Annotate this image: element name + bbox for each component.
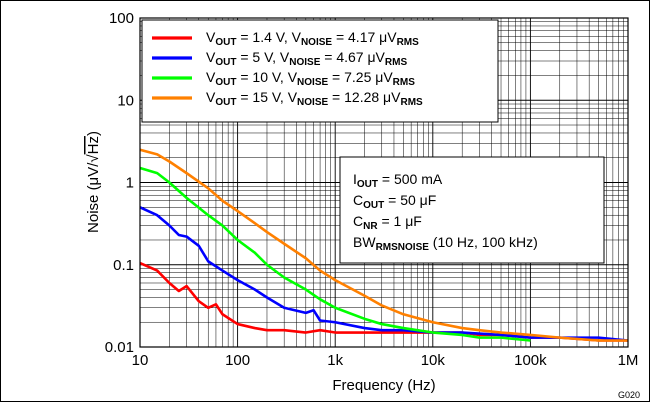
series-line-4	[139, 148, 628, 342]
legend-subscript: OUT	[215, 57, 236, 68]
x-tick-label: 100k	[514, 352, 547, 369]
x-tick-labels: 10 100 1k 10k 100k 1M	[132, 352, 639, 369]
condition-symbol: C	[353, 213, 363, 229]
condition-subscript: NR	[363, 221, 378, 232]
legend-subscript: RMS	[400, 97, 423, 108]
x-tick-label: 10	[132, 352, 149, 369]
condition-value: (10 Hz, 100 kHz)	[429, 234, 538, 250]
series-line-3	[139, 166, 531, 342]
legend-subscript: OUT	[215, 37, 236, 48]
condition-line: COUT = 50 μF	[353, 192, 436, 211]
legend-text: = 7.25 μV	[328, 69, 393, 85]
legend-subscript: RMS	[385, 57, 408, 68]
legend-text: = 4.67 μV	[320, 49, 385, 65]
legend-text: = 12.28 μV	[328, 89, 401, 105]
condition-value: = 1 μF	[378, 213, 422, 229]
condition-subscript: OUT	[357, 179, 378, 190]
y-axis-title-main: Noise (μV/	[85, 162, 102, 233]
x-tick-label: 1k	[327, 352, 343, 369]
series-layer	[139, 148, 629, 342]
x-axis-title: Frequency (Hz)	[332, 377, 435, 394]
condition-symbol: BW	[353, 234, 376, 250]
legend-subscript: RMS	[393, 77, 416, 88]
legend-text: = 5 V, V	[236, 49, 289, 65]
y-axis-title-radical: √	[85, 154, 102, 163]
condition-symbol: I	[353, 171, 357, 187]
legend-text: = 15 V, V	[236, 89, 297, 105]
condition-subscript: RMSNOISE	[376, 242, 430, 253]
y-tick-label: 0.1	[113, 257, 134, 274]
legend-label: VOUT = 1.4 V, VNOISE = 4.17 μVRMS	[206, 29, 419, 48]
plot-area	[139, 17, 629, 348]
condition-value: = 50 μF	[384, 192, 436, 208]
legend-text: V	[206, 49, 216, 65]
legend-label: VOUT = 10 V, VNOISE = 7.25 μVRMS	[206, 69, 415, 88]
y-tick-label: 1	[126, 175, 134, 192]
legend-text: V	[206, 29, 216, 45]
condition-symbol: C	[353, 192, 363, 208]
y-axis-title-radicand: Hz	[85, 136, 102, 154]
legend-subscript: OUT	[215, 77, 236, 88]
legend-text: = 10 V, V	[236, 69, 297, 85]
condition-line: BWRMSNOISE (10 Hz, 100 kHz)	[353, 234, 538, 253]
y-tick-label: 100	[109, 10, 134, 27]
legend-subscript: NOISE	[289, 57, 320, 68]
condition-value: = 500 mA	[378, 171, 443, 187]
legend-box	[141, 19, 499, 123]
legend-subscript: NOISE	[301, 37, 332, 48]
y-axis-title-close: )	[85, 131, 102, 136]
legend-subscript: NOISE	[297, 97, 328, 108]
x-tick-label: 10k	[421, 352, 446, 369]
legend-label: VOUT = 5 V, VNOISE = 4.67 μVRMS	[206, 49, 407, 68]
condition-line: IOUT = 500 mA	[353, 171, 443, 190]
x-tick-label: 100	[225, 352, 250, 369]
legend-subscript: NOISE	[297, 77, 328, 88]
legend-text: = 4.17 μV	[332, 29, 397, 45]
legend-text: V	[206, 89, 216, 105]
y-axis-title: Noise (μV/√Hz)	[85, 131, 102, 233]
x-tick-label: 1M	[618, 352, 639, 369]
condition-subscript: OUT	[363, 200, 384, 211]
legend-label: VOUT = 15 V, VNOISE = 12.28 μVRMS	[206, 89, 423, 108]
series-line-2	[139, 206, 629, 342]
conditions-box	[339, 156, 605, 264]
legend-subscript: OUT	[215, 97, 236, 108]
legend-text: V	[206, 69, 216, 85]
y-tick-labels: 0.01 0.1 1 10 100	[105, 10, 134, 356]
legend-subscript: RMS	[397, 37, 420, 48]
figure-code: G020	[618, 390, 640, 400]
legend-text: = 1.4 V, V	[236, 29, 301, 45]
y-axis-title-text: Noise (μV/√Hz)	[85, 131, 102, 233]
y-tick-label: 10	[117, 92, 134, 109]
condition-line: CNR = 1 μF	[353, 213, 422, 232]
y-tick-label: 0.01	[105, 339, 134, 356]
